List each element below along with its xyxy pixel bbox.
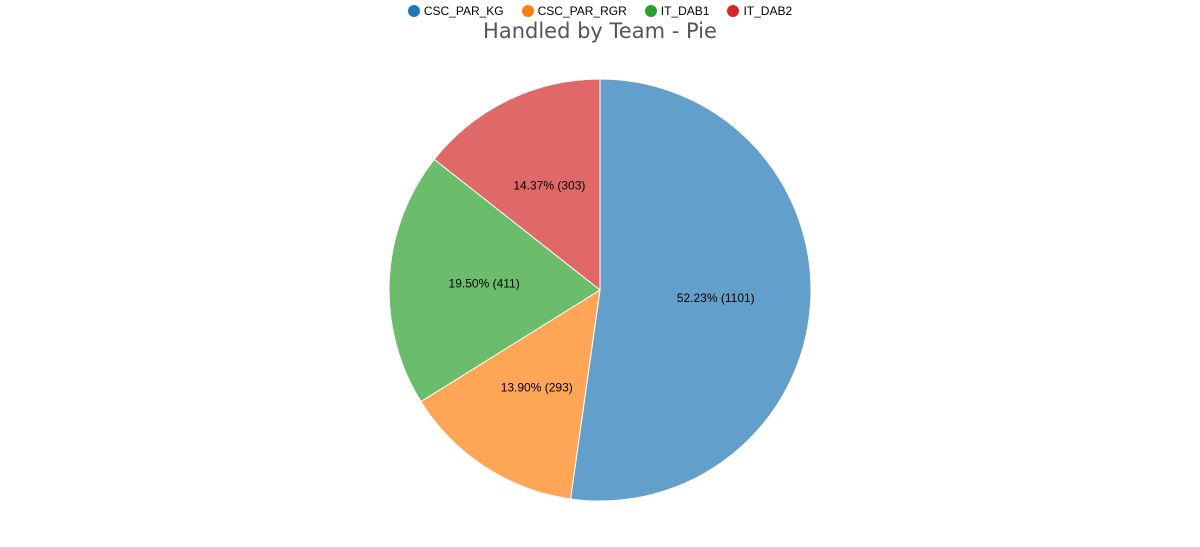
chart-legend: CSC_PAR_KG CSC_PAR_RGR IT_DAB1 IT_DAB2 <box>0 4 1200 18</box>
legend-item-it-dab2[interactable]: IT_DAB2 <box>727 4 792 18</box>
legend-marker-icon <box>521 5 534 17</box>
slice-label-it-dab1: 19.50% (411) <box>449 277 520 291</box>
chart-title: Handled by Team - Pie <box>483 19 717 43</box>
legend-item-csc-par-kg[interactable]: CSC_PAR_KG <box>407 4 504 18</box>
pie-slice-csc-par-rgr[interactable] <box>420 289 601 500</box>
legend-marker-icon <box>727 5 740 17</box>
pie-slice-it-dab2[interactable] <box>433 78 601 292</box>
slice-label-it-dab2: 14.37% (303) <box>513 179 585 193</box>
slice-label-csc-par-rgr: 13.90% (293) <box>501 380 573 394</box>
pie-slice-csc-par-kg[interactable] <box>569 78 812 502</box>
legend-item-csc-par-rgr[interactable]: CSC_PAR_RGR <box>521 4 627 18</box>
legend-item-it-dab1[interactable]: IT_DAB1 <box>644 4 710 18</box>
legend-label: IT_DAB1 <box>660 4 710 18</box>
legend-marker-icon <box>407 5 420 17</box>
legend-marker-icon <box>644 5 657 17</box>
legend-label: CSC_PAR_RGR <box>537 4 627 18</box>
pie-slice-it-dab1[interactable] <box>388 158 601 403</box>
legend-label: CSC_PAR_KG <box>423 4 504 18</box>
legend-label: IT_DAB2 <box>743 4 793 18</box>
slice-label-csc-par-kg: 52.23% (1101) <box>677 291 755 305</box>
